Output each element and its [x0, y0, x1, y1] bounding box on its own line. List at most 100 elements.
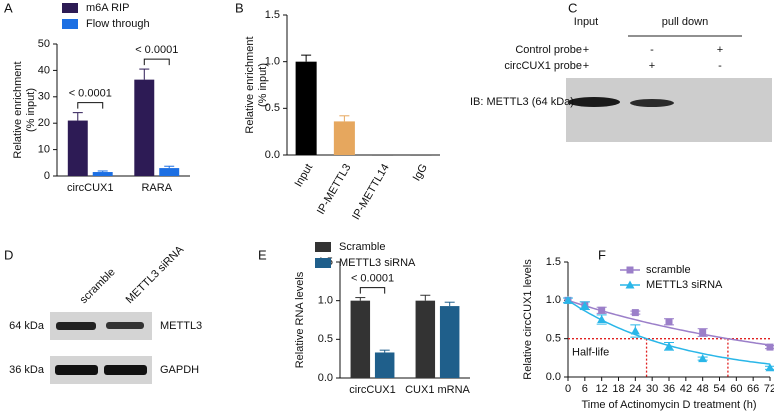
y-tick-label: 0.0: [546, 371, 561, 383]
x-tick-label: 36: [663, 383, 675, 395]
x-tick-label: 66: [747, 383, 759, 395]
probe-label: Control probe: [515, 44, 582, 56]
y-tick-label: 30: [38, 91, 50, 103]
point: [765, 363, 774, 372]
point: [698, 354, 708, 363]
y-axis-label: (% input): [25, 88, 37, 132]
band: [104, 365, 147, 375]
bar: [333, 121, 355, 155]
bracket: [143, 58, 170, 66]
bar: [415, 300, 436, 378]
legend-swatch: [315, 258, 331, 268]
x-tick-label: circCUX1: [67, 182, 113, 194]
sign: +: [717, 44, 723, 56]
point: [597, 315, 607, 323]
blot-header: pull down: [662, 16, 708, 28]
legend-label: METTL3 siRNA: [339, 257, 416, 269]
y-tick-label: 0: [44, 170, 50, 182]
sign: +: [583, 44, 589, 56]
y-tick-label: 0.0: [318, 372, 333, 384]
y-tick-label: 0.5: [318, 333, 333, 345]
point: [699, 329, 707, 337]
x-tick-label: 30: [646, 383, 658, 395]
protein-label: METTL3: [160, 320, 202, 332]
x-tick-label: 60: [730, 383, 742, 395]
ib-label: IB: METTL3 (64 kDa): [470, 96, 574, 108]
legend-label: m6A RIP: [86, 2, 129, 14]
x-tick-label: IP-METTL14: [350, 162, 392, 222]
x-tick-label: circCUX1: [349, 384, 395, 396]
sign: -: [718, 60, 722, 72]
y-tick-label: 1.5: [265, 9, 280, 21]
sign: -: [650, 44, 654, 56]
x-tick-label: RARA: [141, 182, 172, 194]
panel-letter: F: [598, 247, 606, 262]
annotation: < 0.0001: [135, 44, 178, 56]
band: [568, 97, 620, 107]
y-tick-label: 50: [38, 38, 50, 50]
band: [106, 322, 144, 329]
bracket: [77, 102, 104, 109]
legend-label: scramble: [646, 264, 691, 276]
x-tick-label: 6: [582, 383, 588, 395]
y-tick-label: 1.0: [318, 295, 333, 307]
bar: [67, 120, 88, 176]
legend-label: METTL3 siRNA: [646, 279, 723, 291]
panel-letter: B: [235, 0, 244, 15]
y-axis-label: Relative enrichment: [244, 36, 256, 133]
point: [631, 309, 639, 317]
y-tick-label: 0.5: [546, 333, 561, 345]
x-tick-label: 0: [565, 383, 571, 395]
size-label: 36 kDa: [9, 364, 45, 376]
lane-label: scramble: [78, 266, 118, 306]
legend-label: Flow through: [86, 18, 150, 30]
point: [665, 318, 673, 326]
legend-swatch: [62, 3, 78, 13]
y-axis-label: (% input): [257, 63, 269, 107]
point: [580, 301, 590, 310]
band: [56, 322, 96, 330]
y-axis-label: Relative circCUX1 levels: [522, 259, 534, 380]
blot-header: Input: [574, 16, 598, 28]
y-tick-label: 20: [38, 117, 50, 129]
bar: [372, 155, 394, 156]
y-tick-label: 1.0: [265, 56, 280, 68]
band: [55, 365, 98, 375]
probe-label: circCUX1 probe: [504, 60, 582, 72]
x-tick-label: 72: [764, 383, 774, 395]
legend-swatch: [315, 242, 331, 252]
y-tick-label: 40: [38, 64, 50, 76]
x-tick-label: 54: [713, 383, 725, 395]
y-tick-label: 0.0: [265, 149, 280, 161]
panel-letter: E: [258, 247, 267, 262]
bar: [374, 352, 395, 378]
x-tick-label: 18: [612, 383, 624, 395]
annotation: < 0.0001: [351, 272, 394, 284]
panel-letter: C: [568, 0, 577, 15]
x-tick-label: IgG: [411, 162, 430, 183]
x-tick-label: 42: [680, 383, 692, 395]
legend-label: Scramble: [339, 241, 385, 253]
point: [563, 295, 573, 304]
legend-swatch: [62, 19, 78, 29]
point: [630, 326, 640, 335]
sign: +: [649, 60, 655, 72]
size-label: 64 kDa: [9, 320, 45, 332]
bar: [410, 155, 432, 156]
bracket: [359, 287, 386, 294]
bar: [350, 300, 371, 378]
bar: [439, 306, 460, 378]
x-tick-label: CUX1 mRNA: [405, 384, 470, 396]
annotation: Half-life: [572, 347, 609, 359]
x-tick-label: IP-METTL3: [315, 162, 354, 217]
legend-marker: [626, 266, 634, 274]
x-tick-label: 24: [629, 383, 641, 395]
annotation: < 0.0001: [69, 88, 112, 100]
y-axis-label: Relative RNA levels: [294, 271, 306, 368]
protein-label: GAPDH: [160, 364, 199, 376]
point: [664, 341, 674, 350]
legend-marker: [625, 280, 635, 289]
sign: +: [583, 60, 589, 72]
y-tick-label: 1.0: [546, 294, 561, 306]
